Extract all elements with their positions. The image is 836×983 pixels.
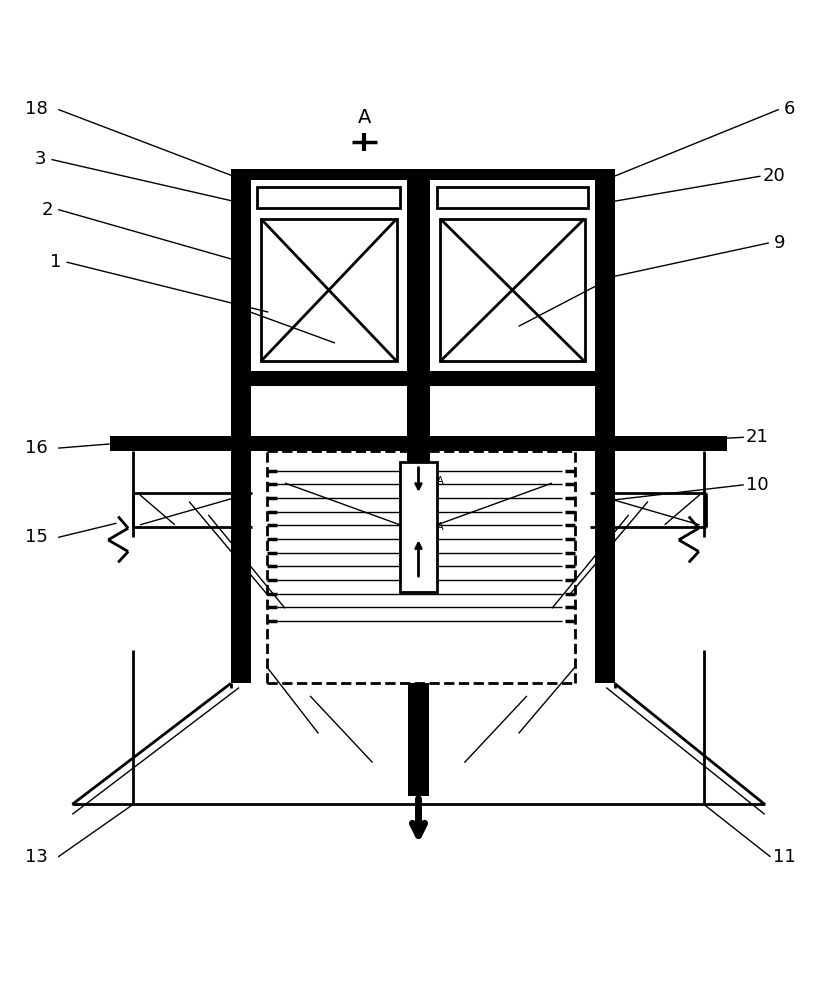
Bar xyxy=(400,462,436,592)
Text: A: A xyxy=(436,522,443,532)
Text: 11: 11 xyxy=(772,848,794,866)
Bar xyxy=(594,451,614,683)
Bar xyxy=(257,187,400,207)
Text: 21: 21 xyxy=(745,429,768,446)
Bar xyxy=(110,436,726,451)
Text: 15: 15 xyxy=(25,529,48,547)
Bar xyxy=(406,170,430,529)
Bar xyxy=(231,170,251,529)
Bar xyxy=(231,372,614,386)
Bar xyxy=(261,218,396,362)
Bar xyxy=(436,187,587,207)
Text: A: A xyxy=(436,477,443,487)
Text: 13: 13 xyxy=(25,848,48,866)
Bar xyxy=(440,218,584,362)
Text: 1: 1 xyxy=(49,253,61,271)
Bar xyxy=(231,451,251,489)
Text: 20: 20 xyxy=(762,167,785,185)
Text: 16: 16 xyxy=(25,439,48,457)
Bar xyxy=(594,451,614,489)
Bar xyxy=(231,451,251,683)
Text: 3: 3 xyxy=(35,150,46,168)
Text: 9: 9 xyxy=(773,234,785,252)
Bar xyxy=(406,451,430,551)
Text: 6: 6 xyxy=(783,100,794,118)
Bar xyxy=(594,170,614,529)
Bar xyxy=(407,683,429,796)
Bar xyxy=(231,169,614,180)
Text: A: A xyxy=(357,108,370,127)
Text: 10: 10 xyxy=(746,476,768,493)
Text: 2: 2 xyxy=(42,201,53,218)
Text: 18: 18 xyxy=(25,100,48,118)
